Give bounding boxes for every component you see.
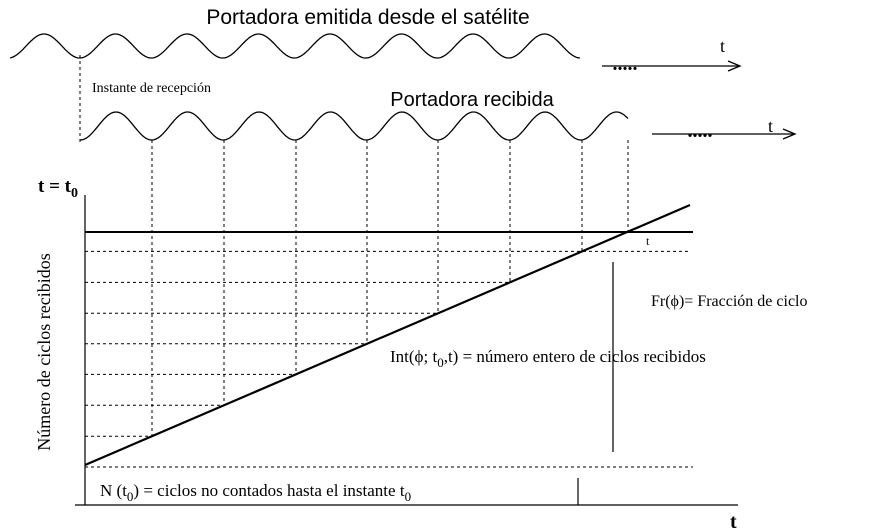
t0-label: t = t0 xyxy=(38,176,78,201)
fraction-label: Fr(ϕ)= Fracción de ciclo xyxy=(651,293,808,310)
emitted-label: Portadora emitida desde el satélite xyxy=(206,6,529,29)
dots: ..... xyxy=(688,120,713,142)
t-label: t xyxy=(720,36,725,56)
phase-line xyxy=(84,203,691,467)
arrowhead xyxy=(727,60,742,72)
small-t: t xyxy=(646,234,650,248)
waves xyxy=(9,33,629,141)
t-label: t xyxy=(768,116,773,136)
dots: ..... xyxy=(613,53,638,75)
y-axis-label: Número de ciclos recibidos xyxy=(34,253,54,450)
x-axis-t: t xyxy=(730,511,737,531)
unknown-label: N (t0) = ciclos no contados hasta el ins… xyxy=(100,481,411,504)
carrier-wave xyxy=(9,33,581,59)
arrowhead xyxy=(782,128,797,140)
integer-label: Int(ϕ; t0,t) = número entero de ciclos r… xyxy=(390,347,706,370)
received-label: Portadora recibida xyxy=(390,89,554,111)
reception-label: Instante de recepción xyxy=(92,81,211,96)
carrier-wave xyxy=(80,111,629,141)
grid xyxy=(79,55,693,468)
